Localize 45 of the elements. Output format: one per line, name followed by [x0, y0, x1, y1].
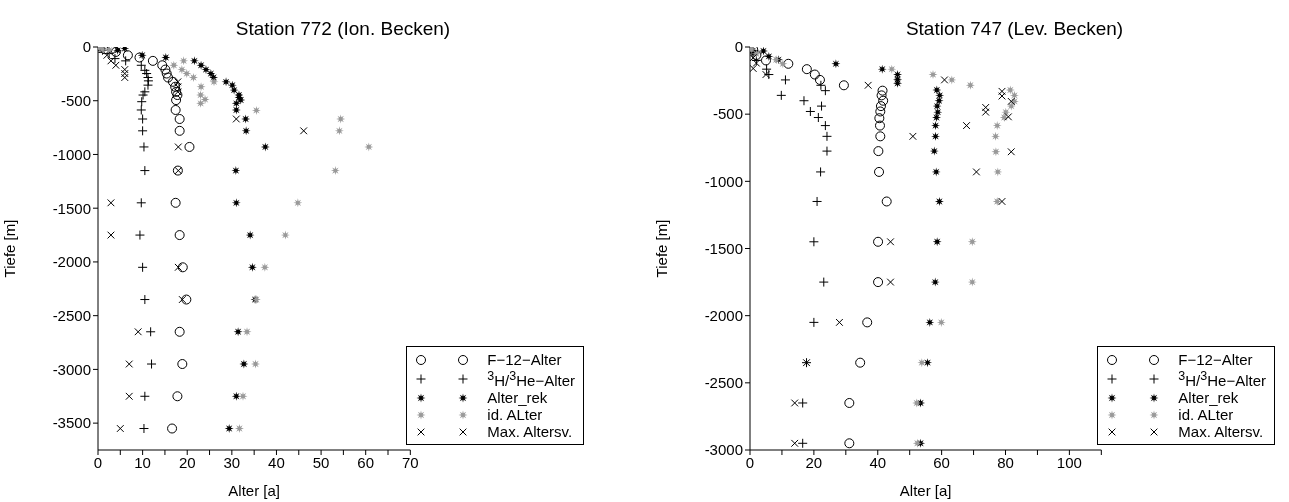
- x-tick-label: 20: [178, 453, 196, 471]
- x-tick-label: 20: [805, 453, 823, 471]
- chart-title: Station 747 (Lev. Becken): [904, 18, 1125, 40]
- legend-label: F−12−Alter: [1178, 351, 1253, 368]
- legend-label: $^{3}$H/$^{3}$He−Alter: [1178, 368, 1266, 389]
- legend-label: Alter_rek: [1178, 389, 1239, 406]
- y-tick-label: -2000: [704, 306, 743, 324]
- y-tick-label: -2500: [704, 374, 743, 392]
- x-tick-label: 30: [223, 453, 241, 471]
- legend-label: id. ALter: [1178, 406, 1234, 423]
- y-tick-label: 0: [82, 38, 91, 56]
- x-tick-label: 60: [933, 453, 950, 471]
- legend-label: Max. Altersv.: [1178, 423, 1264, 440]
- x-tick-label: 40: [268, 453, 285, 471]
- chart-title: Station 772 (Ion. Becken): [234, 18, 452, 40]
- y-tick-label: -1500: [704, 239, 743, 257]
- y-tick-label: -2000: [52, 253, 91, 271]
- x-tick-label: 70: [401, 453, 419, 471]
- x-tick-label: 0: [93, 453, 103, 471]
- x-tick-label: 100: [1056, 453, 1082, 471]
- y-axis-title: Tiefe [m]: [653, 219, 671, 278]
- legend-label: F−12−Alter: [487, 351, 562, 368]
- x-tick-label: 50: [312, 453, 330, 471]
- x-axis-title: Alter [a]: [228, 482, 280, 499]
- x-tick-label: 60: [357, 453, 375, 471]
- legend-label: $^{3}$H/$^{3}$He−Alter: [487, 368, 575, 389]
- y-tick-label: -1000: [704, 172, 743, 190]
- legend-label: id. ALter: [487, 406, 543, 423]
- x-axis-title: Alter [a]: [899, 482, 952, 499]
- x-tick-label: 40: [869, 453, 887, 471]
- x-tick-label: 0: [745, 453, 755, 471]
- y-tick-label: -3000: [52, 360, 91, 378]
- y-tick-label: -3500: [52, 414, 91, 432]
- y-tick-label: -1500: [52, 199, 91, 217]
- legend-label: Alter_rek: [487, 389, 548, 406]
- y-tick-label: -3000: [704, 441, 743, 459]
- y-axis-title: Tiefe [m]: [1, 219, 19, 278]
- x-tick-label: 10: [134, 453, 151, 471]
- legend-label: Max. Altersv.: [487, 423, 573, 440]
- y-tick-label: 0: [734, 38, 743, 56]
- y-tick-label: -500: [712, 105, 743, 123]
- x-tick-label: 80: [997, 453, 1014, 471]
- y-tick-label: -500: [60, 92, 91, 110]
- y-tick-label: -1000: [52, 145, 91, 163]
- y-tick-label: -2500: [52, 306, 91, 324]
